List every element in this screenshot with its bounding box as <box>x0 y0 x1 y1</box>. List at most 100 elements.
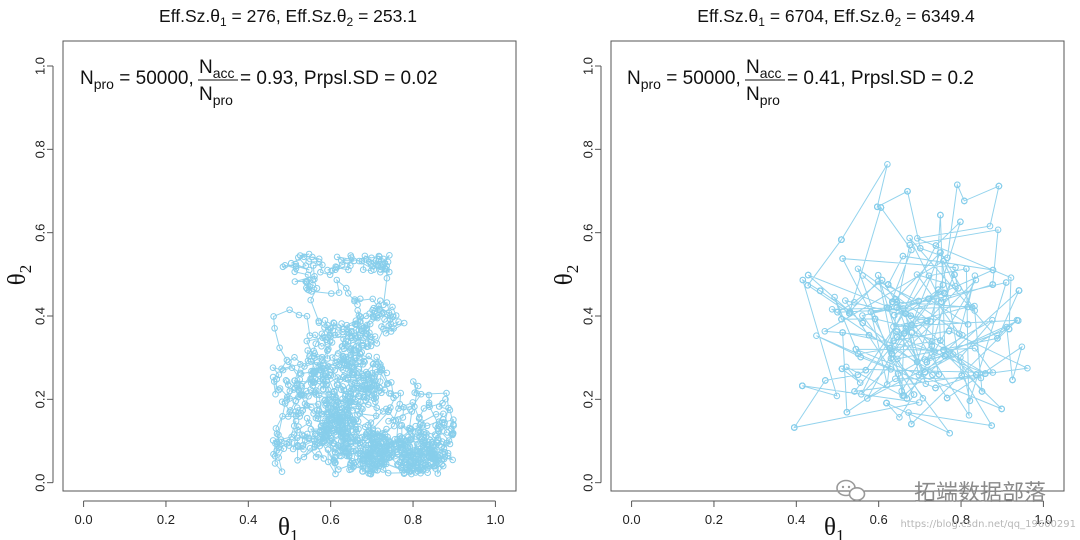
chain-sample-point <box>292 260 300 268</box>
chain-sample-point <box>375 252 383 260</box>
chain-sample-point <box>323 336 330 344</box>
chain-sample-point <box>338 320 345 327</box>
chain-sample-point <box>833 392 841 400</box>
chain-sample-point <box>312 340 320 348</box>
chain-sample-point <box>390 325 398 332</box>
chain-sample-point <box>989 316 996 324</box>
chain-sample-point <box>375 441 383 448</box>
chain-sample-point <box>369 306 376 314</box>
chain-sample-point <box>440 445 448 452</box>
chain-sample-point <box>373 353 381 361</box>
chain-sample-point <box>295 423 302 431</box>
chain-sample-point <box>445 437 453 444</box>
chain-sample-point <box>300 253 308 261</box>
chain-sample-point <box>291 377 299 384</box>
left-ann-frac-num: Nacc <box>199 57 235 81</box>
y-tick-label: 0.6 <box>580 224 595 242</box>
chain-sample-point <box>310 347 318 355</box>
chain-sample-point <box>381 386 389 394</box>
chain-sample-point <box>963 265 970 273</box>
chain-sample-point <box>434 470 442 477</box>
chain-sample-point <box>310 262 317 269</box>
chain-sample-point <box>345 453 353 460</box>
chain-sample-point <box>877 204 885 211</box>
chain-sample-point <box>275 444 283 452</box>
chain-sample-point <box>372 398 379 406</box>
chain-sample-point <box>375 302 383 310</box>
chain-sample-point <box>331 457 338 464</box>
chain-sample-point <box>380 255 387 263</box>
chain-sample-point <box>338 257 345 264</box>
chain-sample-point <box>894 370 902 378</box>
chain-sample-point <box>327 416 335 423</box>
chain-sample-point <box>364 370 372 378</box>
chain-sample-point <box>377 361 384 368</box>
chain-sample-point <box>929 371 936 379</box>
chain-sample-point <box>859 312 866 319</box>
chain-sample-point <box>339 366 347 374</box>
left-xlabel-sub: 1 <box>290 526 299 540</box>
chain-sample-point <box>278 365 285 373</box>
chain-sample-point <box>426 403 433 411</box>
chain-sample-point <box>874 271 882 279</box>
chain-sample-point <box>315 363 323 370</box>
chain-sample-point <box>328 290 335 297</box>
y-tick-label: 0.4 <box>32 307 47 325</box>
chain-sample-point <box>312 453 320 461</box>
chain-sample-point <box>305 258 313 265</box>
chain-sample-point <box>387 316 394 323</box>
chain-sample-point <box>449 456 457 464</box>
chain-sample-point <box>928 338 936 345</box>
y-tick-label: 0.4 <box>580 307 595 325</box>
right-y-axis: 0.0 0.2 0.4 0.6 0.8 1.0 <box>580 57 602 492</box>
chain-sample-point <box>311 388 319 396</box>
chain-sample-point <box>281 262 289 269</box>
chain-sample-point <box>365 455 372 463</box>
x-tick-label: 1.0 <box>486 512 504 527</box>
chain-sample-point <box>298 392 306 399</box>
chain-sample-point <box>346 461 354 469</box>
chain-sample-point <box>332 470 339 478</box>
chain-sample-point <box>342 429 349 436</box>
left-title-theta1: θ <box>210 6 220 26</box>
chain-sample-point <box>958 372 966 379</box>
chain-sample-point <box>370 262 377 270</box>
chain-sample-point <box>283 378 291 385</box>
right-title-part2: = 6704, Eff.Sz. <box>765 6 885 26</box>
left-y-axis: 0.0 0.2 0.4 0.6 0.8 1.0 <box>32 57 54 492</box>
chain-sample-point <box>304 357 312 365</box>
chain-sample-point <box>328 267 336 275</box>
chain-sample-point <box>306 444 314 452</box>
left-data-layer <box>269 250 457 478</box>
chain-sample-point <box>945 327 953 335</box>
chain-sample-point <box>387 453 395 461</box>
y-tick-label: 0.8 <box>580 140 595 158</box>
chain-sample-point <box>989 369 997 376</box>
chain-sample-point <box>324 355 332 362</box>
chain-sample-point <box>383 262 391 270</box>
chain-sample-point <box>326 436 333 443</box>
chain-sample-point <box>915 297 923 305</box>
chain-sample-point <box>320 381 327 388</box>
chain-sample-point <box>310 367 317 375</box>
chain-sample-point <box>318 422 325 429</box>
chain-sample-point <box>939 281 947 289</box>
chain-sample-point <box>335 289 343 297</box>
chain-sample-point <box>296 252 304 259</box>
chain-sample-point <box>450 422 457 429</box>
chain-sample-point <box>838 365 846 373</box>
chain-sample-point <box>871 315 879 323</box>
chain-sample-point <box>303 312 311 320</box>
chain-sample-point <box>955 285 962 292</box>
chain-sample-point <box>303 387 310 395</box>
x-tick-label: 0.8 <box>404 512 422 527</box>
chain-sample-point <box>358 349 366 356</box>
chain-sample-point <box>317 435 324 443</box>
chain-sample-point <box>295 311 303 319</box>
chain-trace-line <box>793 164 1030 434</box>
chain-sample-point <box>370 461 377 468</box>
chain-sample-point <box>374 460 381 468</box>
left-title-part3: = 253.1 <box>353 6 417 26</box>
chain-sample-point <box>303 279 311 286</box>
chain-sample-point <box>326 396 334 404</box>
